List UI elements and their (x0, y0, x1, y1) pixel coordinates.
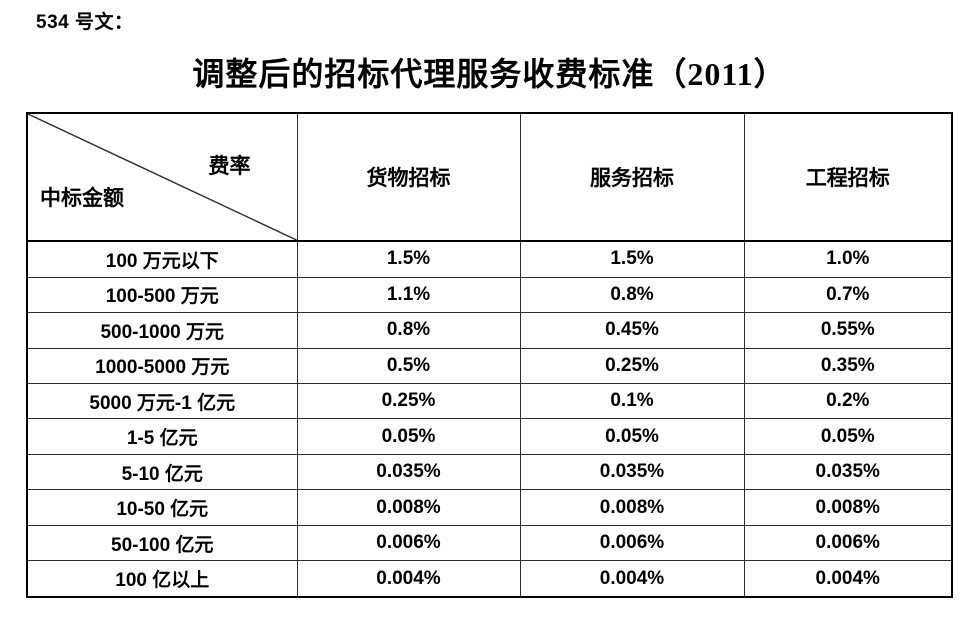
table-row: 10-50 亿元 0.008% 0.008% 0.008% (26, 489, 953, 526)
row-label: 10-50 亿元 (26, 489, 298, 526)
rate-cell: 0.006% (296, 524, 521, 562)
rate-cell: 0.008% (743, 489, 953, 526)
rate-cell: 0.035% (519, 453, 745, 491)
table-header-row: 费率 中标金额 货物招标 服务招标 工程招标 (26, 112, 953, 242)
column-header-engineering-bidding: 工程招标 (743, 112, 953, 242)
rate-cell: 0.006% (519, 524, 745, 562)
row-label: 100 万元以下 (26, 240, 298, 278)
rate-cell: 0.8% (296, 312, 521, 349)
row-label: 1-5 亿元 (26, 418, 298, 455)
table-row: 100 亿以上 0.004% 0.004% 0.004% (26, 560, 953, 598)
rate-cell: 0.55% (743, 312, 953, 349)
rate-cell: 0.25% (296, 382, 521, 420)
row-label: 1000-5000 万元 (26, 347, 298, 385)
rate-cell: 0.035% (743, 453, 953, 491)
diagonal-divider-line (28, 114, 297, 240)
row-label: 100 亿以上 (26, 560, 298, 598)
doc-number-label: 534 号文： (36, 12, 134, 33)
row-label: 5000 万元-1 亿元 (26, 382, 298, 420)
table-row: 100-500 万元 1.1% 0.8% 0.7% (26, 276, 953, 314)
rate-cell: 0.05% (296, 418, 521, 455)
rate-cell: 0.035% (296, 453, 521, 491)
corner-label-bid-amount: 中标金额 (40, 187, 124, 210)
table-row: 1000-5000 万元 0.5% 0.25% 0.35% (26, 347, 953, 385)
rate-cell: 0.004% (296, 560, 521, 598)
corner-header-cell: 费率 中标金额 (26, 112, 298, 242)
rate-cell: 0.35% (743, 347, 953, 385)
rate-cell: 0.8% (519, 276, 745, 314)
rate-cell: 0.05% (519, 418, 745, 455)
table-row: 5-10 亿元 0.035% 0.035% 0.035% (26, 453, 953, 491)
fee-rate-table: 费率 中标金额 货物招标 服务招标 工程招标 100 万元以下 1.5% 1.5… (26, 112, 953, 598)
table-row: 500-1000 万元 0.8% 0.45% 0.55% (26, 312, 953, 349)
column-header-service-bidding: 服务招标 (519, 112, 745, 242)
rate-cell: 0.006% (743, 524, 953, 562)
rate-cell: 1.5% (296, 240, 521, 278)
table-row: 1-5 亿元 0.05% 0.05% 0.05% (26, 418, 953, 455)
rate-cell: 0.1% (519, 382, 745, 420)
rate-cell: 0.45% (519, 312, 745, 349)
rate-cell: 1.5% (519, 240, 745, 278)
row-label: 50-100 亿元 (26, 524, 298, 562)
table-row: 100 万元以下 1.5% 1.5% 1.0% (26, 240, 953, 278)
row-label: 500-1000 万元 (26, 312, 298, 349)
column-header-goods-bidding: 货物招标 (296, 112, 521, 242)
rate-cell: 0.004% (519, 560, 745, 598)
row-label: 100-500 万元 (26, 276, 298, 314)
rate-cell: 1.0% (743, 240, 953, 278)
table-row: 5000 万元-1 亿元 0.25% 0.1% 0.2% (26, 382, 953, 420)
page-title: 调整后的招标代理服务收费标准（2011） (192, 56, 787, 92)
rate-cell: 0.008% (296, 489, 521, 526)
rate-cell: 0.2% (743, 382, 953, 420)
rate-cell: 0.7% (743, 276, 953, 314)
rate-cell: 0.004% (743, 560, 953, 598)
row-label: 5-10 亿元 (26, 453, 298, 491)
rate-cell: 0.25% (519, 347, 745, 385)
rate-cell: 1.1% (296, 276, 521, 314)
corner-label-rate: 费率 (208, 155, 251, 178)
table-row: 50-100 亿元 0.006% 0.006% 0.006% (26, 524, 953, 562)
rate-cell: 0.5% (296, 347, 521, 385)
rate-cell: 0.05% (743, 418, 953, 455)
rate-cell: 0.008% (519, 489, 745, 526)
